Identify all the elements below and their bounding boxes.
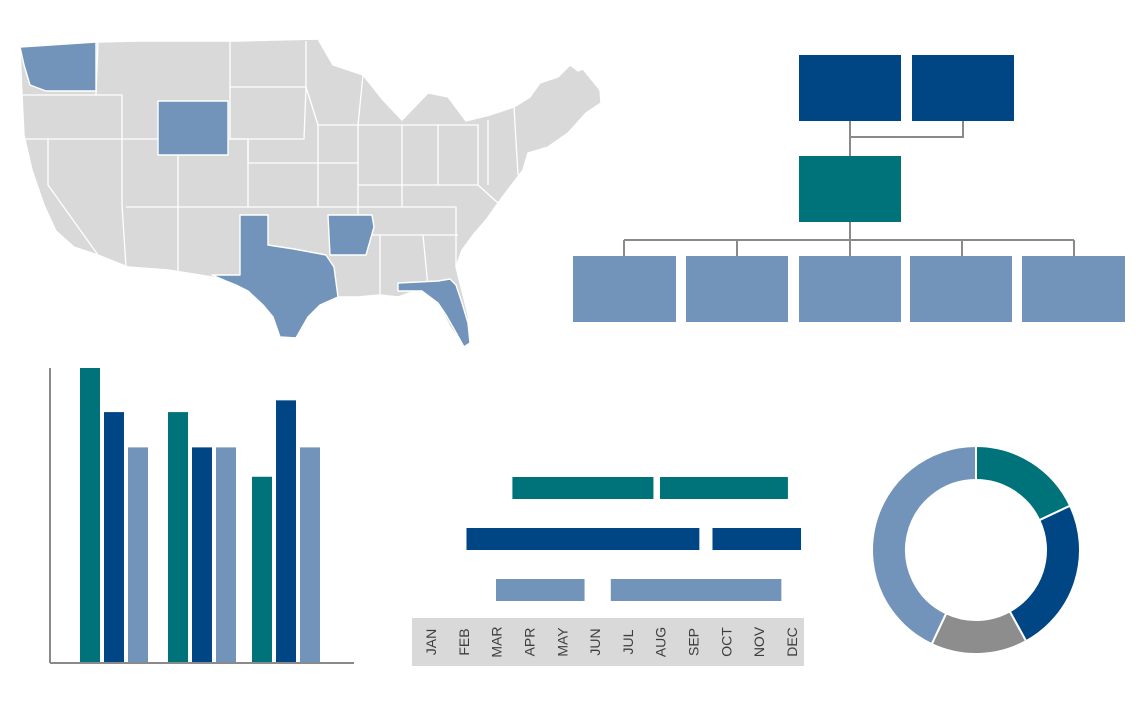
donut-svg xyxy=(871,444,1081,655)
donut-slice-3 xyxy=(930,609,1028,655)
org-chart xyxy=(570,52,1130,327)
month-label: DEC xyxy=(784,627,800,657)
donut-slice-4 xyxy=(871,444,977,646)
org-box-top-right xyxy=(912,55,1014,121)
state-borders xyxy=(22,41,519,295)
month-label: OCT xyxy=(718,627,734,657)
month-label: APR xyxy=(522,628,538,657)
state-arkansas xyxy=(327,214,375,256)
timeline-bar-4 xyxy=(712,528,802,550)
bar-group1-series1 xyxy=(80,368,100,662)
donut-slice-1 xyxy=(975,444,1072,522)
bar-group1-series2 xyxy=(104,412,124,662)
month-label: JUL xyxy=(620,629,636,654)
bar-group2-series3 xyxy=(216,447,236,662)
us-map xyxy=(18,35,608,355)
bar-group2-series2 xyxy=(192,447,212,662)
org-box-top-left xyxy=(799,55,901,121)
state-wyoming xyxy=(157,100,229,156)
timeline-chart: JAN FEB MAR APR MAY JUN JUL AUG SEP OCT NOV DEC xyxy=(410,470,810,670)
org-box-bottom-1 xyxy=(573,256,676,322)
state-washington xyxy=(19,41,97,92)
bar-chart-svg xyxy=(49,368,354,664)
org-box-middle xyxy=(799,156,901,222)
bar-group3-series2 xyxy=(276,400,296,662)
bar-group1-series3 xyxy=(128,447,148,662)
month-label: SEP xyxy=(686,628,702,656)
us-map-svg xyxy=(19,38,602,348)
bar-group3-series3 xyxy=(300,447,320,662)
month-label: MAY xyxy=(554,627,570,657)
org-connectors xyxy=(623,120,1075,257)
donut-slice-2 xyxy=(1008,504,1081,643)
timeline-bar-1 xyxy=(512,477,654,499)
timeline-bar-2 xyxy=(660,477,788,499)
state-texas xyxy=(211,214,339,339)
grouped-bar-chart xyxy=(40,360,360,670)
bar-group3-series1 xyxy=(252,476,272,662)
org-box-bottom-5 xyxy=(1022,256,1125,322)
bar-group2-series1 xyxy=(168,412,188,662)
month-label: JUN xyxy=(587,628,603,655)
timeline-bar-6 xyxy=(610,579,782,601)
month-label: NOV xyxy=(751,626,767,657)
month-axis-band xyxy=(412,618,804,666)
month-label: AUG xyxy=(653,627,669,657)
org-box-bottom-3 xyxy=(799,256,901,322)
timeline-bar-5 xyxy=(496,579,585,601)
org-box-bottom-2 xyxy=(686,256,788,322)
month-label: JAN xyxy=(423,629,439,655)
month-label: FEB xyxy=(456,628,472,655)
donut-chart xyxy=(868,442,1084,658)
month-label: MAR xyxy=(489,626,505,657)
timeline-svg: JAN FEB MAR APR MAY JUN JUL AUG SEP OCT NOV DEC xyxy=(412,477,804,666)
timeline-bar-3 xyxy=(466,528,700,550)
org-box-bottom-4 xyxy=(910,256,1012,322)
state-florida xyxy=(397,278,471,348)
org-chart-svg xyxy=(573,55,1125,322)
